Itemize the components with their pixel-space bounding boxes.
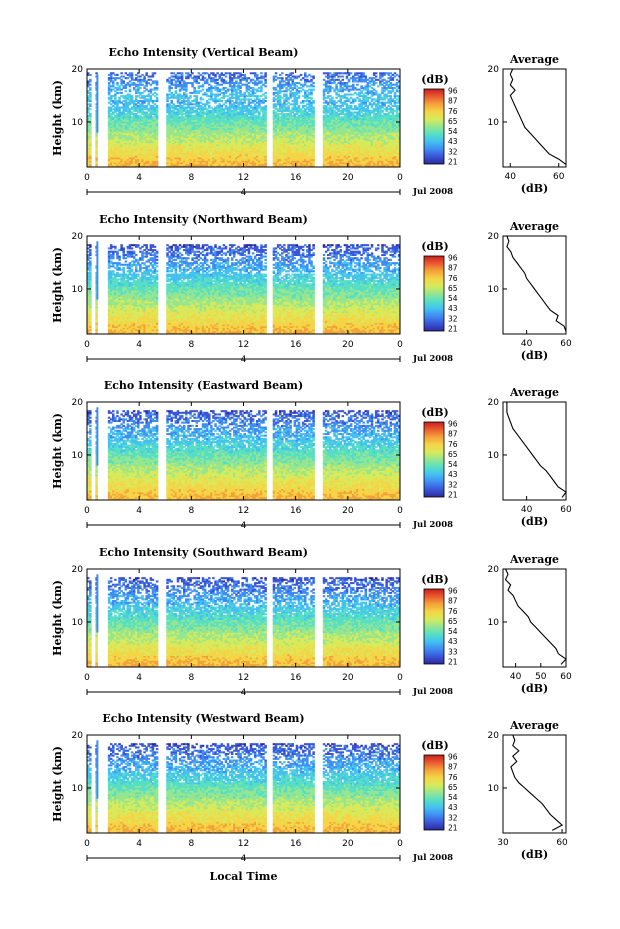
heatmap-cell [312,100,314,102]
heatmap-cell [264,95,266,97]
panel-title: Echo Intensity (Vertical Beam) [108,46,298,59]
heatmap-cell [275,72,277,74]
heatmap-cell [175,90,177,92]
heatmap-cell [181,72,183,74]
heatmap-cell [312,85,314,87]
heatmap-cell [95,72,97,74]
heatmap-cell [298,105,300,107]
heatmap-cell [89,92,91,94]
heatmap-cell [122,80,124,82]
heatmap-cell [120,92,122,94]
heatmap-cell [202,98,204,100]
heatmap-cell [264,79,266,81]
echo-heatmap [87,72,400,167]
heatmap-cell [116,74,118,76]
heatmap-cell [312,76,314,78]
heatmap-cell [256,74,258,76]
heatmap-cell [193,87,195,89]
heatmap-cell [89,87,91,89]
heatmap-cell [291,72,293,74]
heatmap-cell [244,74,246,76]
heatmap-cell [89,108,91,110]
heatmap-cell [225,76,227,78]
heatmap-cell [116,82,118,84]
heatmap-cell [310,97,312,99]
heatmap-cell [89,84,91,86]
heatmap-cell [264,85,266,87]
heatmap-cell [260,80,262,82]
heatmap-cell [281,72,283,74]
heatmap-cell [312,107,314,109]
heatmap-cell [156,94,158,96]
heatmap-cell [300,74,302,76]
heatmap-cell [170,87,172,89]
heatmap-cell [156,87,158,89]
heatmap-cell [264,105,266,107]
heatmap-cell [221,100,223,102]
heatmap-cell [264,72,266,74]
heatmap-cell [331,97,333,99]
heatmap-cell [208,102,210,104]
heatmap-cell [145,72,147,74]
heatmap-cell [264,92,266,94]
heatmap-cell [89,79,91,81]
heatmap-cell [260,72,262,74]
heatmap-cell [120,72,122,74]
heatmap-cell [264,100,266,102]
heatmap-cell [198,82,200,84]
heatmap-cell [239,90,241,92]
heatmap-cell [170,100,172,102]
panel-vertical-beam: Echo Intensity (Vertical Beam)1020Height… [51,46,566,198]
heatmap-cell [185,94,187,96]
heatmap-cell [156,97,158,99]
heatmap-cell [281,77,283,79]
heatmap-cell [129,89,131,91]
figure-canvas: Echo Intensity (Vertical Beam)1020Height… [0,0,620,929]
heatmap-cell [131,95,133,97]
heatmap-cell [298,95,300,97]
heatmap-cell [125,90,127,92]
heatmap-cell [156,105,158,107]
heatmap-cell [189,95,191,97]
heatmap-cell [131,72,133,74]
heatmap-cell [312,82,314,84]
heatmap-cell [196,95,198,97]
heatmap-cell [202,89,204,91]
heatmap-cell [139,87,141,89]
heatmap-cell [89,113,91,115]
heatmap-cell [156,80,158,82]
heatmap-cell [89,74,91,76]
heatmap-cell [285,94,287,96]
heatmap-cell [89,103,91,105]
heatmap-cell [154,72,156,74]
heatmap-cell [304,72,306,74]
heatmap-cell [312,89,314,91]
